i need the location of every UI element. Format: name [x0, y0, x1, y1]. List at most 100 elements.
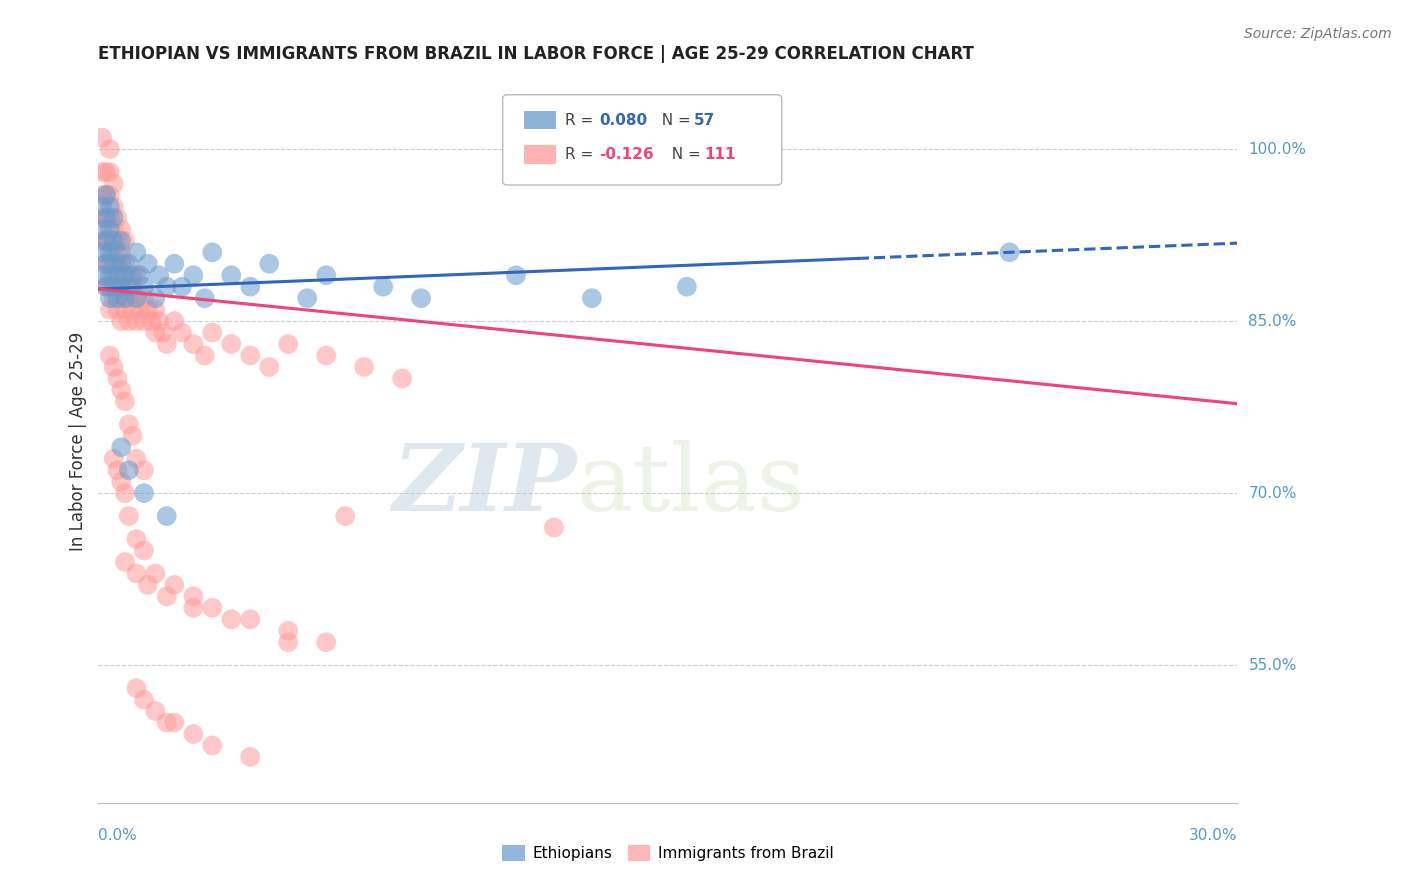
Point	[239, 750, 262, 764]
Point	[125, 268, 148, 283]
Point	[201, 245, 224, 260]
Point	[239, 612, 262, 626]
Point	[183, 590, 205, 604]
Point	[114, 394, 136, 409]
Point	[136, 302, 159, 317]
Point	[132, 279, 155, 293]
Point	[103, 199, 125, 213]
Point	[125, 566, 148, 581]
Point	[118, 463, 141, 477]
Point	[114, 291, 136, 305]
Point	[118, 509, 141, 524]
Text: atlas: atlas	[576, 440, 806, 530]
Point	[91, 165, 114, 179]
Point	[91, 234, 114, 248]
Point	[129, 302, 152, 317]
Point	[221, 268, 243, 283]
Point	[98, 302, 121, 317]
Point	[505, 268, 527, 283]
Point	[94, 211, 117, 225]
Point	[259, 359, 281, 374]
Point	[98, 291, 121, 305]
Point	[118, 268, 141, 283]
Point	[98, 222, 121, 236]
Point	[98, 245, 121, 260]
Point	[163, 578, 186, 592]
Point	[163, 715, 186, 730]
Point	[103, 268, 125, 283]
Point	[98, 257, 121, 271]
Point	[94, 234, 117, 248]
Point	[277, 337, 299, 351]
Point	[297, 291, 319, 305]
Point	[183, 727, 205, 741]
Text: 85.0%: 85.0%	[1249, 314, 1296, 328]
Point	[156, 715, 179, 730]
Point	[110, 279, 132, 293]
Text: R =: R =	[565, 112, 599, 128]
Point	[114, 279, 136, 293]
Point	[125, 532, 148, 546]
Point	[391, 371, 413, 385]
Point	[129, 268, 152, 283]
Point	[107, 268, 129, 283]
Point	[118, 257, 141, 271]
Point	[98, 234, 121, 248]
Point	[121, 302, 143, 317]
Point	[353, 359, 375, 374]
Point	[170, 279, 193, 293]
Point	[110, 268, 132, 283]
Point	[114, 555, 136, 569]
Point	[98, 165, 121, 179]
Point	[110, 245, 132, 260]
Bar	[524, 111, 557, 129]
Point	[103, 359, 125, 374]
Point	[581, 291, 603, 305]
Bar	[524, 145, 557, 164]
Point	[103, 451, 125, 466]
Point	[98, 349, 121, 363]
Point	[152, 326, 174, 340]
Point	[91, 222, 114, 236]
Point	[98, 268, 121, 283]
Point	[107, 463, 129, 477]
Point	[183, 268, 205, 283]
Point	[170, 326, 193, 340]
Text: 100.0%: 100.0%	[1249, 142, 1306, 157]
Point	[103, 279, 125, 293]
Point	[132, 291, 155, 305]
Point	[121, 279, 143, 293]
Point	[110, 383, 132, 397]
Point	[125, 291, 148, 305]
Point	[156, 590, 179, 604]
Point	[98, 211, 121, 225]
Point	[163, 314, 186, 328]
Point	[114, 234, 136, 248]
Point	[114, 302, 136, 317]
Point	[103, 211, 125, 225]
Point	[103, 177, 125, 191]
Point	[110, 440, 132, 454]
Point	[107, 291, 129, 305]
Point	[132, 486, 155, 500]
Point	[239, 279, 262, 293]
Point	[315, 268, 337, 283]
Point	[148, 314, 170, 328]
Text: 111: 111	[704, 147, 735, 162]
Point	[201, 739, 224, 753]
Point	[98, 188, 121, 202]
Text: 55.0%: 55.0%	[1249, 657, 1296, 673]
Point	[125, 681, 148, 695]
Text: N =: N =	[662, 147, 706, 162]
Point	[132, 314, 155, 328]
Point	[94, 211, 117, 225]
Point	[145, 302, 167, 317]
Point	[114, 486, 136, 500]
Point	[194, 291, 217, 305]
Point	[411, 291, 433, 305]
Point	[98, 279, 121, 293]
Point	[315, 349, 337, 363]
Point	[315, 635, 337, 649]
Point	[125, 291, 148, 305]
Point	[221, 612, 243, 626]
